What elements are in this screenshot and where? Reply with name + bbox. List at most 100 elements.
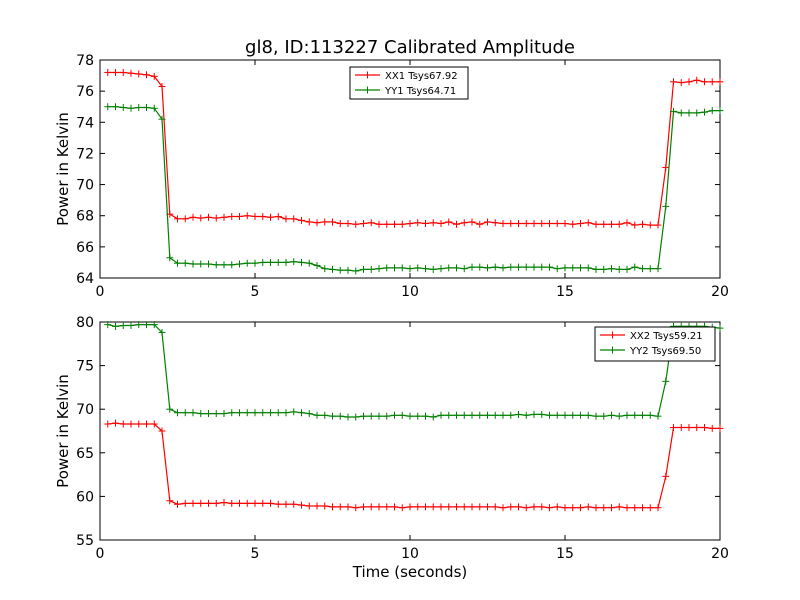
data-point: [499, 504, 507, 512]
data-point: [716, 78, 724, 86]
data-point: [437, 220, 445, 227]
data-point: [212, 214, 220, 222]
data-point: [507, 411, 515, 419]
data-point: [336, 266, 344, 274]
data-point: [104, 420, 112, 428]
data-point: [569, 264, 577, 272]
y-tick-label: 55: [76, 533, 94, 549]
data-point: [716, 324, 724, 332]
data-point: [274, 409, 282, 417]
data-point: [104, 68, 112, 76]
data-point: [228, 409, 236, 417]
data-point: [414, 219, 422, 227]
data-point: [429, 413, 437, 421]
data-point: [530, 410, 538, 418]
y-tick-label: 72: [76, 146, 94, 162]
data-point: [383, 264, 391, 272]
data-point: [631, 411, 639, 419]
data-point: [383, 412, 391, 420]
data-point: [577, 264, 584, 272]
data-point: [220, 499, 228, 507]
data-point: [127, 69, 135, 77]
data-point: [150, 420, 158, 428]
data-point: [143, 71, 150, 79]
data-point: [445, 264, 453, 272]
data-point: [158, 115, 166, 123]
data-point: [569, 504, 577, 512]
data-point: [685, 109, 693, 117]
data-point: [584, 411, 592, 419]
data-point: [445, 411, 453, 419]
data-point: [236, 499, 243, 507]
data-point: [553, 265, 561, 273]
data-point: [515, 263, 522, 271]
data-point: [468, 411, 476, 419]
legend-box: [349, 66, 469, 100]
data-point: [600, 220, 608, 228]
data-point: [639, 265, 646, 273]
data-point: [391, 220, 398, 228]
data-point: [135, 321, 143, 329]
data-point: [259, 409, 267, 417]
y-tick-label: 75: [76, 359, 94, 375]
data-point: [150, 321, 158, 329]
data-point: [119, 103, 127, 111]
data-point: [608, 411, 615, 419]
data-point: [708, 78, 716, 86]
data-point: [460, 411, 468, 419]
data-point: [546, 220, 553, 227]
data-point: [631, 263, 639, 271]
data-point: [406, 503, 414, 511]
data-point: [639, 411, 646, 419]
data-point: [243, 499, 251, 507]
data-point: [259, 258, 267, 266]
series-1: [104, 321, 724, 421]
top-subplot: 0 5 10 15 20 64 66 68 70 72 74 76 78 Power in Kelvin X…: [54, 53, 729, 300]
data-point: [646, 221, 654, 229]
data-point: [336, 220, 344, 227]
data-point: [375, 412, 383, 420]
data-point: [468, 218, 476, 226]
data-point: [189, 260, 197, 268]
series-1: [104, 103, 724, 275]
data-point: [166, 405, 174, 413]
data-point: [701, 108, 708, 116]
data-point: [267, 258, 274, 266]
data-point: [608, 504, 615, 512]
data-point: [112, 419, 119, 427]
y-axis-label: Power in Kelvin: [54, 374, 72, 488]
data-point: [352, 413, 360, 421]
y-tick-label: 65: [76, 446, 94, 462]
data-point: [429, 265, 437, 273]
data-point: [608, 265, 615, 273]
data-point: [491, 411, 499, 419]
data-point: [398, 504, 406, 512]
data-point: [313, 411, 321, 419]
data-point: [143, 103, 150, 111]
y-tick-label: 74: [76, 115, 94, 131]
y-tick-label: 70: [76, 178, 94, 194]
data-point: [282, 215, 290, 223]
data-point: [515, 220, 522, 227]
data-point: [104, 321, 112, 329]
data-point: [623, 265, 631, 273]
data-point: [615, 412, 623, 420]
data-point: [259, 499, 267, 507]
data-point: [615, 503, 623, 511]
data-point: [274, 258, 282, 266]
data-point: [530, 220, 538, 227]
data-point: [112, 103, 119, 111]
data-point: [538, 220, 546, 227]
x-tick-label: 5: [251, 284, 260, 300]
data-point: [205, 499, 212, 507]
legend: XX1 Tsys67.92 YY1 Tsys64.71: [349, 66, 469, 100]
legend-label: YY2 Tsys69.50: [629, 346, 701, 357]
data-point: [522, 263, 530, 271]
x-tick-label: 15: [556, 284, 574, 300]
data-point: [530, 503, 538, 511]
data-point: [158, 328, 166, 336]
legend-entry: YY1 Tsys64.71: [355, 86, 456, 97]
data-point: [491, 263, 499, 271]
data-point: [670, 78, 677, 86]
legend: XX2 Tsys59.21 YY2 Tsys69.50: [594, 326, 716, 362]
